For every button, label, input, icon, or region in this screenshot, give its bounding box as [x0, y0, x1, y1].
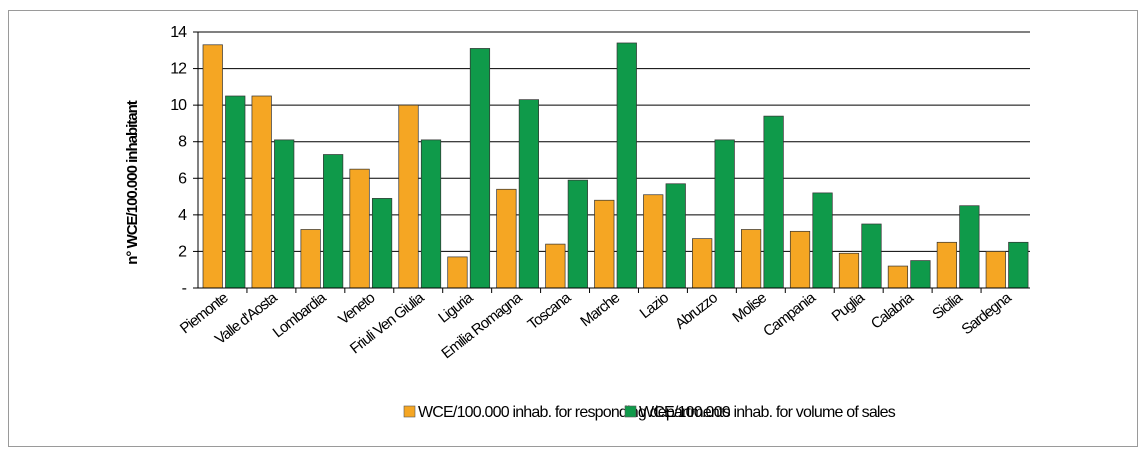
- x-tick-label: Molise: [729, 289, 769, 326]
- x-tick-label: Sardegna: [959, 289, 1016, 339]
- bar-sales: [616, 42, 637, 289]
- y-tick-label: 2: [178, 243, 187, 260]
- bar-sales: [323, 154, 344, 289]
- bar-responding: [251, 95, 272, 289]
- axes: [193, 31, 1030, 293]
- y-tick-label: 4: [178, 207, 187, 224]
- x-tick-label: Puglia: [829, 289, 869, 325]
- bar-responding: [985, 251, 1006, 289]
- bar-sales: [665, 183, 686, 289]
- x-tick-label: Abruzzo: [672, 289, 721, 332]
- bars: [202, 42, 1029, 289]
- x-tick-label: Calabria: [868, 289, 917, 333]
- y-tick-label: -: [182, 280, 187, 297]
- bar-sales: [274, 139, 295, 289]
- x-tick-label: Marche: [577, 289, 623, 330]
- bar-responding: [789, 230, 811, 289]
- bar-sales: [714, 139, 735, 289]
- y-tick-label: 8: [178, 134, 187, 151]
- legend: WCE/100.000 inhab. for responding depart…: [403, 404, 897, 421]
- bar-sales: [225, 95, 246, 289]
- bar-responding: [887, 265, 909, 289]
- y-tick-label: 14: [170, 24, 187, 41]
- x-tick-label: Lombardia: [270, 289, 331, 342]
- legend-label-sales: WCE/100.000 inhab. for volume of sales: [639, 404, 896, 421]
- bar-responding: [447, 256, 468, 289]
- bar-responding: [936, 241, 957, 289]
- y-tick-label: 10: [170, 97, 187, 114]
- x-tick-label: Toscana: [525, 289, 575, 334]
- y-tick-label: 6: [178, 170, 187, 187]
- x-tick-label: Veneto: [335, 289, 378, 328]
- y-axis-label: n° WCE/100.000 inhabitant: [124, 100, 141, 265]
- bar-responding: [741, 229, 762, 289]
- x-tick-label: Sicilia: [929, 289, 966, 323]
- bar-sales: [518, 99, 539, 289]
- bar-responding: [496, 188, 517, 289]
- bar-responding: [692, 238, 713, 289]
- x-tick-label: Lazio: [637, 289, 672, 322]
- y-tick-labels: - 2 4 6 8 10 12 14: [170, 24, 188, 297]
- x-tick-label: Campania: [760, 289, 819, 341]
- bar-responding: [202, 44, 223, 289]
- bar-sales: [861, 223, 882, 289]
- bar-sales: [959, 205, 980, 289]
- bar-sales: [1008, 241, 1029, 289]
- legend-swatch-sales: [624, 405, 637, 418]
- bar-responding: [545, 243, 566, 289]
- bar-sales: [567, 179, 588, 289]
- x-tick-label: Liguria: [435, 289, 477, 327]
- bar-sales: [371, 198, 393, 289]
- bar-sales: [763, 115, 784, 289]
- bar-responding: [594, 199, 615, 289]
- bar-responding: [349, 168, 370, 289]
- bar-sales: [812, 192, 833, 289]
- bar-sales: [469, 48, 491, 289]
- bar-responding: [838, 252, 860, 289]
- y-tick-label: 12: [170, 61, 187, 78]
- legend-label-responding: WCE/100.000 inhab. for responding depart…: [418, 404, 731, 421]
- bar-responding: [300, 229, 321, 289]
- legend-swatch-responding: [403, 405, 416, 418]
- bar-sales: [420, 139, 442, 289]
- bar-sales: [910, 260, 931, 289]
- bar-responding: [643, 194, 664, 289]
- bar-responding: [398, 104, 419, 289]
